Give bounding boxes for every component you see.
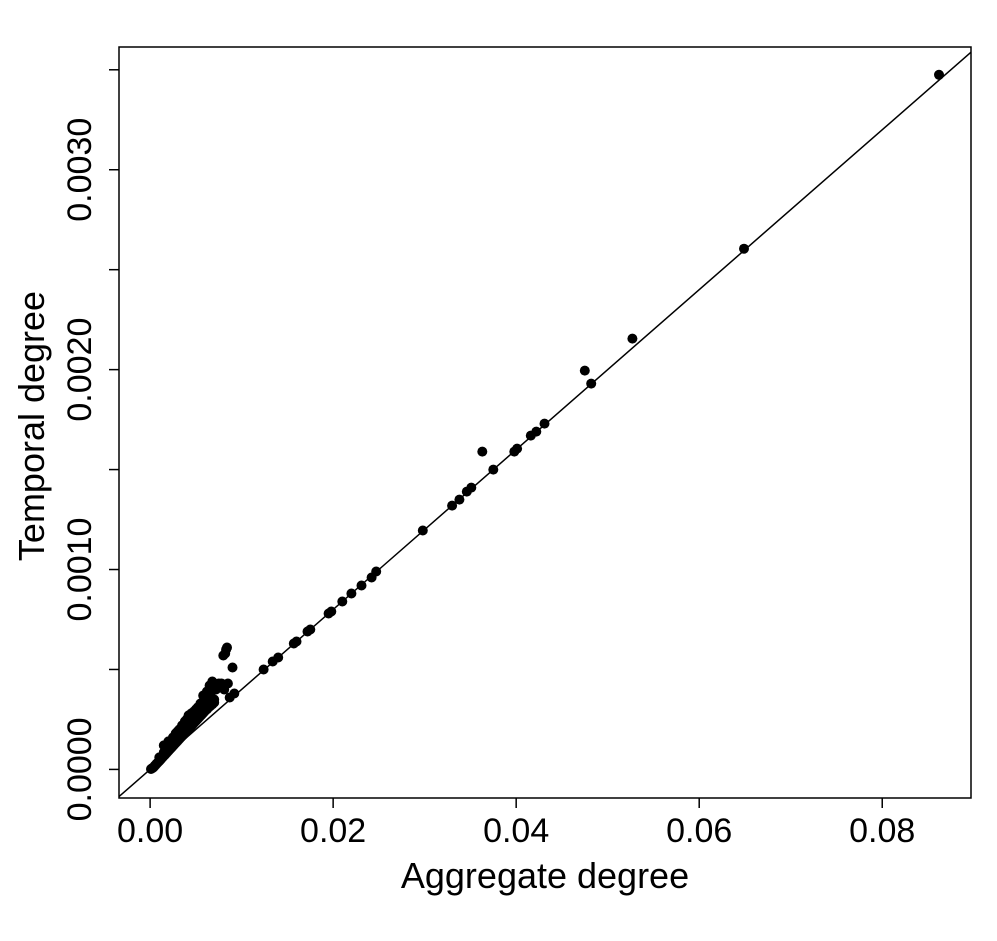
data-point bbox=[273, 652, 284, 663]
data-point bbox=[627, 333, 638, 344]
x-tick-label: 0.02 bbox=[300, 812, 366, 850]
data-point bbox=[222, 678, 233, 689]
y-axis-label: Temporal degree bbox=[11, 291, 52, 561]
data-point bbox=[258, 664, 269, 675]
data-point bbox=[477, 446, 488, 457]
x-tick-label: 0.04 bbox=[483, 812, 549, 850]
data-point bbox=[337, 596, 348, 607]
data-point bbox=[539, 418, 550, 429]
data-point bbox=[326, 606, 337, 617]
data-point bbox=[454, 494, 465, 505]
data-point bbox=[291, 636, 302, 647]
y-tick-label: 0.0000 bbox=[61, 717, 99, 821]
data-point bbox=[466, 482, 477, 493]
data-point bbox=[488, 464, 499, 475]
data-point bbox=[305, 624, 316, 635]
data-point bbox=[512, 443, 523, 454]
data-point bbox=[209, 694, 220, 705]
y-tick-label: 0.0010 bbox=[61, 518, 99, 622]
x-tick-label: 0.08 bbox=[849, 812, 915, 850]
x-axis-label: Aggregate degree bbox=[401, 855, 689, 896]
y-axis: 0.0000 0.0010 0.0020 0.0030 bbox=[61, 69, 119, 821]
plot-frame bbox=[118, 46, 972, 799]
y-tick-label: 0.0020 bbox=[61, 318, 99, 422]
data-point bbox=[346, 588, 357, 599]
data-point bbox=[220, 648, 231, 659]
x-axis: 0.00 0.02 0.04 0.06 0.08 bbox=[117, 798, 915, 850]
data-point bbox=[586, 378, 597, 389]
data-point bbox=[417, 525, 428, 536]
data-point bbox=[531, 426, 542, 437]
data-point bbox=[934, 69, 944, 80]
data-point bbox=[447, 500, 458, 511]
x-tick-label: 0.00 bbox=[117, 812, 183, 850]
data-point bbox=[229, 688, 240, 699]
data-point bbox=[174, 724, 185, 735]
data-point bbox=[371, 566, 382, 577]
data-point bbox=[356, 580, 367, 591]
x-tick-label: 0.06 bbox=[666, 812, 732, 850]
data-points-group bbox=[146, 69, 944, 774]
y-tick-label: 0.0030 bbox=[61, 118, 99, 222]
data-point bbox=[579, 365, 590, 376]
data-point bbox=[739, 243, 749, 254]
data-point bbox=[227, 662, 238, 673]
